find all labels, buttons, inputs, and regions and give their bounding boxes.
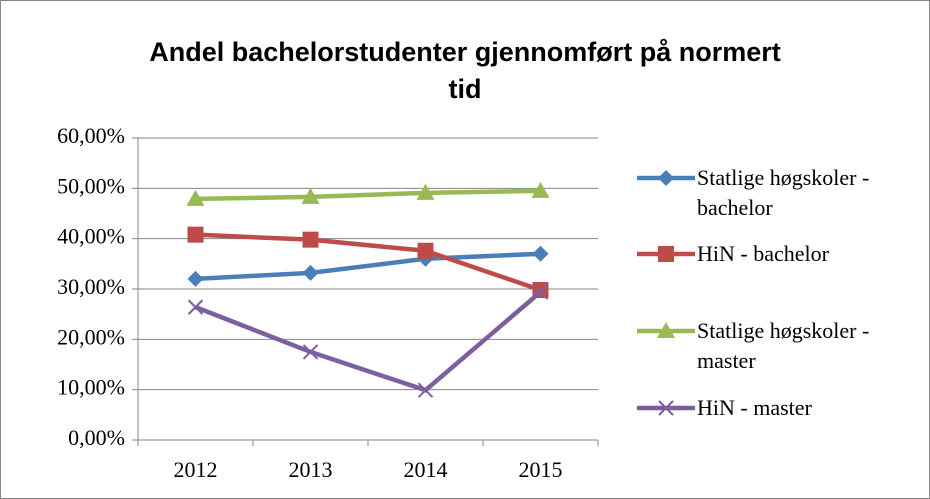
y-tick-label: 10,00% <box>57 375 125 400</box>
series-line <box>194 290 542 393</box>
y-tick-label: 60,00% <box>57 123 125 148</box>
x-tick-label: 2014 <box>404 457 448 482</box>
data-point <box>186 189 205 206</box>
legend-marker <box>658 170 674 186</box>
legend-label: Statlige høgskoler - bachelor <box>697 165 870 220</box>
x-tick-label: 2015 <box>519 457 563 482</box>
x-tick-label: 2013 <box>289 457 333 482</box>
chart-title: Andel bachelorstudenter gjennomført på n… <box>149 37 781 104</box>
data-point <box>417 242 434 259</box>
data-point <box>532 245 549 262</box>
data-point <box>532 284 549 300</box>
y-tick-label: 40,00% <box>57 224 125 249</box>
data-point <box>301 187 320 204</box>
x-tick-label: 2012 <box>174 457 218 482</box>
data-point <box>302 264 319 281</box>
data-point <box>531 181 550 198</box>
legend-marker <box>657 322 675 338</box>
data-point <box>416 183 435 200</box>
legend-marker <box>658 400 674 416</box>
series-line <box>195 232 542 293</box>
y-tick-label: 30,00% <box>57 274 125 299</box>
y-tick-label: 0,00% <box>68 425 125 450</box>
legend-label: HiN - bachelor <box>697 241 829 266</box>
series-line <box>195 188 541 202</box>
legend-marker <box>658 246 674 262</box>
data-point <box>187 270 204 287</box>
series-line <box>195 251 541 282</box>
y-tick-label: 20,00% <box>57 324 125 349</box>
data-point <box>187 299 204 315</box>
y-tick-label: 50,00% <box>57 173 125 198</box>
data-point <box>302 231 319 248</box>
legend-label: HiN - master <box>697 395 812 420</box>
legend-label: Statlige høgskoler - master <box>697 318 870 373</box>
data-point <box>187 226 204 243</box>
data-point <box>302 344 319 360</box>
data-point <box>417 382 434 398</box>
